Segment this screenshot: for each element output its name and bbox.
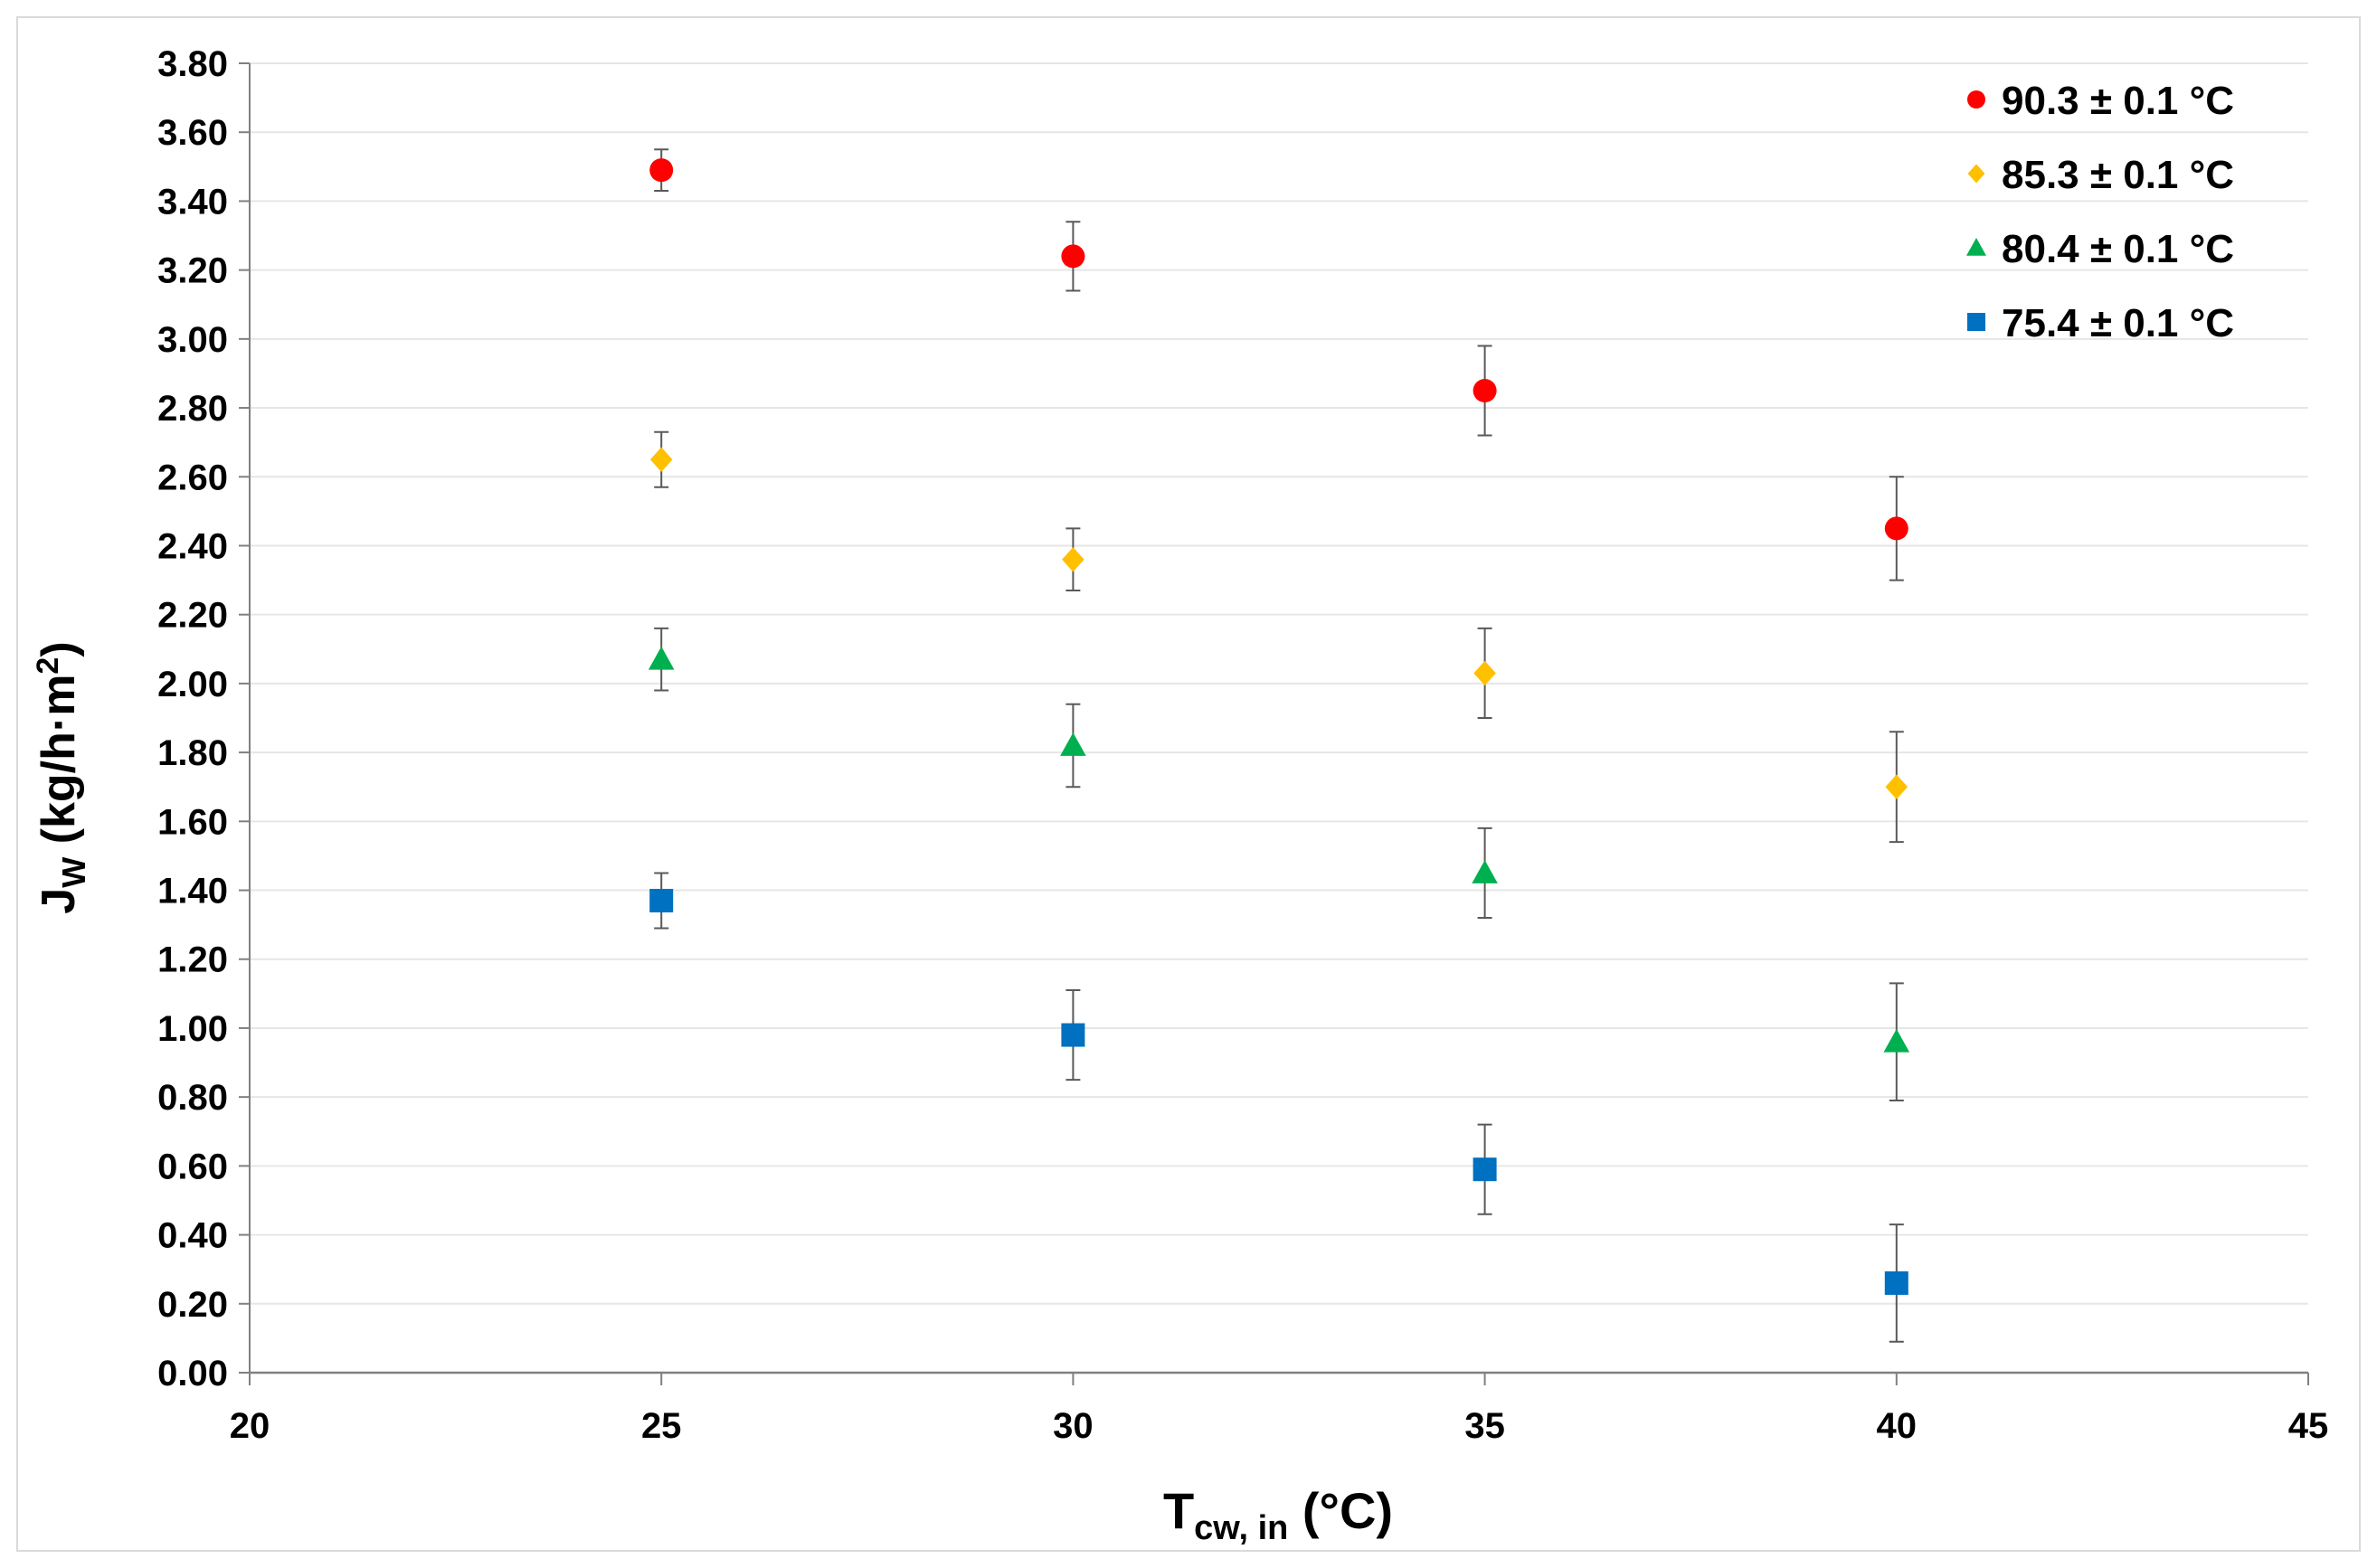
y-tick-label: 3.60	[157, 113, 228, 153]
y-tick-label: 0.40	[157, 1216, 228, 1256]
y-tick-label: 2.60	[157, 458, 228, 497]
y-tick-label: 2.20	[157, 596, 228, 636]
x-tick-label: 30	[1053, 1406, 1094, 1446]
y-axis-title: JW (kg/h·m2)	[31, 641, 92, 913]
data-point-circle	[1884, 516, 1908, 541]
x-tick-labels: 20 25 30 35 40 45	[230, 1406, 2329, 1446]
data-point-diamond	[1062, 547, 1084, 572]
data-point-square	[1061, 1023, 1085, 1047]
data-point-circle	[649, 158, 674, 183]
y-tick-label: 2.80	[157, 389, 228, 429]
y-tick-labels: 0.00 0.20 0.40 0.60 0.80 1.00 1.20 1.40 1.60 1.80…	[157, 44, 228, 1393]
data-point-diamond	[1473, 660, 1496, 686]
y-tick-label: 0.80	[157, 1078, 228, 1118]
data-point-square	[649, 888, 674, 912]
legend-label: 75.4 ± 0.1 °C	[2002, 301, 2234, 345]
y-tick-label: 3.00	[157, 320, 228, 360]
chart-frame	[16, 16, 2361, 1552]
data-point-triangle	[1472, 860, 1498, 883]
y-tick-label: 1.00	[157, 1009, 228, 1049]
y-tick-label: 3.80	[157, 44, 228, 84]
data-point-diamond	[649, 447, 673, 472]
y-tick-label: 3.20	[157, 251, 228, 291]
legend-marker-circle	[1967, 90, 1985, 109]
x-tick-label: 35	[1464, 1406, 1505, 1446]
data-point-circle	[1061, 244, 1085, 269]
x-axis-title: Tcw, in (°C)	[1163, 1482, 1393, 1547]
legend-marker-triangle	[1966, 238, 1986, 256]
error-bars	[654, 148, 1904, 1343]
x-tick-label: 25	[641, 1406, 682, 1446]
data-point-circle	[1473, 379, 1497, 402]
legend-label: 80.4 ± 0.1 °C	[2002, 227, 2234, 271]
legend-label: 85.3 ± 0.1 °C	[2002, 153, 2234, 197]
data-points	[648, 158, 1910, 1295]
legend: 90.3 ± 0.1 °C 85.3 ± 0.1 °C 80.4 ± 0.1 °C 7…	[1966, 79, 2234, 345]
y-tick-label: 1.60	[157, 802, 228, 842]
gridlines	[250, 62, 2308, 1305]
legend-marker-square	[1967, 313, 1985, 331]
y-tick-label: 2.40	[157, 526, 228, 566]
x-tick-label: 45	[2288, 1406, 2329, 1446]
y-tick-label: 0.20	[157, 1285, 228, 1325]
x-tick-label: 20	[230, 1406, 270, 1446]
y-tick-label: 0.60	[157, 1147, 228, 1186]
axes	[239, 62, 2309, 1385]
y-tick-label: 0.00	[157, 1354, 228, 1393]
data-point-triangle	[648, 646, 675, 670]
x-tick-label: 40	[1877, 1406, 1918, 1446]
y-tick-label: 1.40	[157, 872, 228, 912]
legend-label: 90.3 ± 0.1 °C	[2002, 79, 2234, 123]
data-point-square	[1884, 1270, 1908, 1295]
y-tick-label: 1.80	[157, 733, 228, 773]
data-point-triangle	[1060, 732, 1086, 756]
legend-marker-diamond	[1967, 164, 1985, 184]
y-tick-label: 1.20	[157, 940, 228, 980]
data-point-square	[1473, 1157, 1497, 1182]
data-point-diamond	[1885, 774, 1908, 799]
y-tick-label: 3.40	[157, 182, 228, 222]
data-point-triangle	[1883, 1028, 1910, 1053]
y-tick-label: 2.00	[157, 665, 228, 704]
